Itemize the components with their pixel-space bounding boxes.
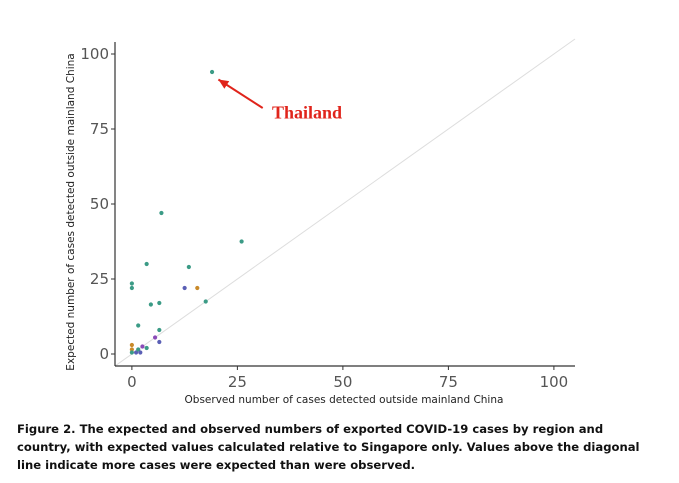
data-point xyxy=(140,344,145,349)
scatter-chart: 0 25 50 75 100 0 25 50 75 100 Thailand Observed n… xyxy=(65,38,576,406)
data-point xyxy=(157,327,162,333)
x-tick-label: 100 xyxy=(540,373,569,391)
data-point xyxy=(195,285,200,291)
data-point xyxy=(157,300,162,306)
annotation-arrow-head xyxy=(218,79,230,89)
y-tick-label: 75 xyxy=(90,120,109,138)
y-axis-label: Expected number of cases detected outsid… xyxy=(65,53,77,370)
y-tick-label: 50 xyxy=(90,195,109,213)
data-point xyxy=(129,285,134,291)
x-axis-label: Observed number of cases detected outsid… xyxy=(185,394,504,406)
figure-caption: Figure 2. The expected and observed numb… xyxy=(17,422,640,472)
data-point xyxy=(129,347,134,352)
data-point xyxy=(129,281,134,286)
data-point xyxy=(209,69,215,75)
data-point xyxy=(239,239,244,244)
data-point xyxy=(157,339,162,345)
data-point xyxy=(138,350,143,355)
data-point xyxy=(186,264,191,270)
annotation-label-thailand: Thailand xyxy=(272,103,342,123)
data-point xyxy=(159,210,164,216)
x-tick-label: 25 xyxy=(228,373,247,391)
data-point xyxy=(182,285,187,291)
y-tick-label: 0 xyxy=(99,345,109,363)
data-point xyxy=(152,335,158,340)
x-tick-label: 75 xyxy=(439,373,458,391)
data-point xyxy=(129,350,134,355)
data-point xyxy=(129,342,134,348)
identity-reference-line xyxy=(114,38,576,367)
x-tick-label: 0 xyxy=(127,373,137,391)
x-tick-label: 50 xyxy=(333,373,352,391)
y-tick-label: 25 xyxy=(90,270,109,288)
data-point xyxy=(136,323,141,328)
y-tick-label: 100 xyxy=(80,45,109,63)
data-point xyxy=(136,347,141,352)
data-point xyxy=(148,302,153,307)
data-point xyxy=(203,299,208,304)
data-point xyxy=(134,350,139,355)
data-point xyxy=(144,345,149,351)
data-point xyxy=(144,261,149,267)
